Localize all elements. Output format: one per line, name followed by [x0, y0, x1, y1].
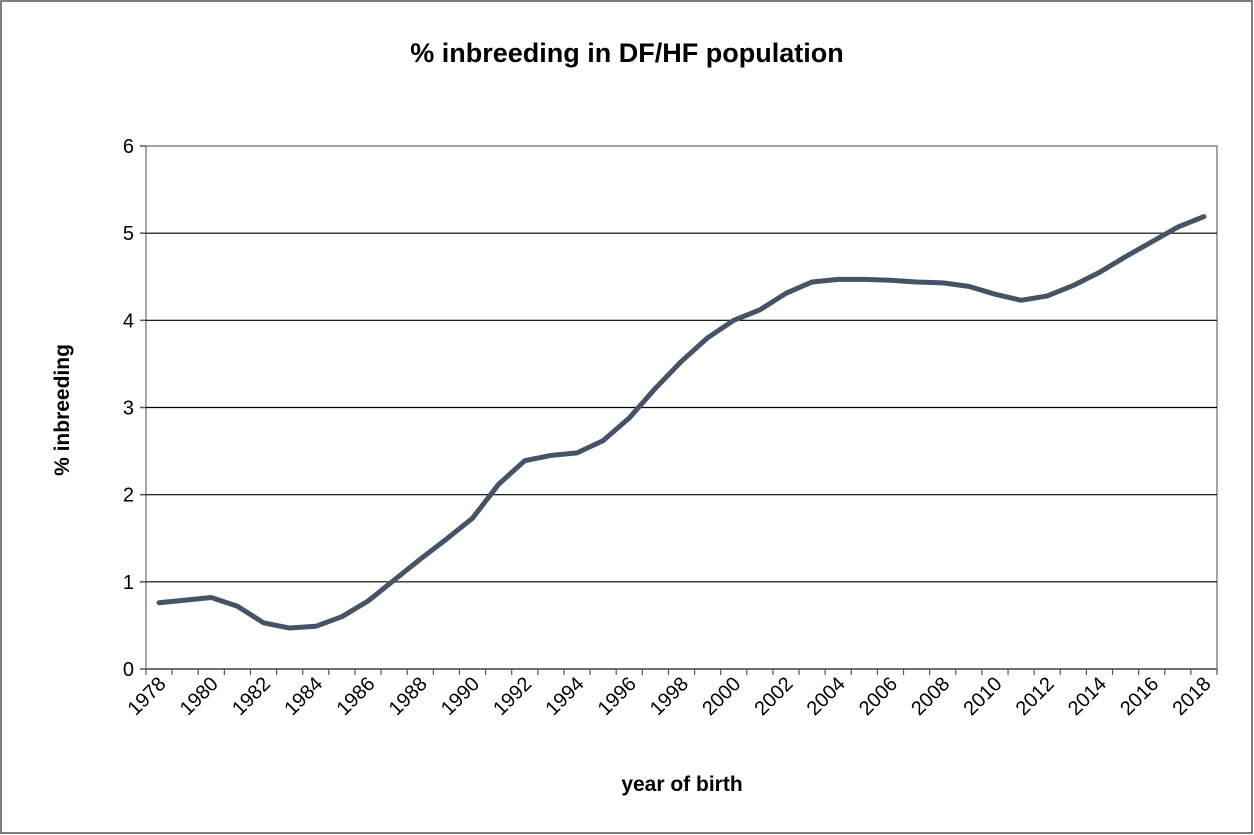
y-tick-label: 5: [123, 223, 134, 245]
data-line: [156, 214, 1207, 631]
y-tick-label: 1: [123, 572, 134, 594]
x-axis-label: year of birth: [621, 773, 742, 796]
chart-title: % inbreeding in DF/HF population: [410, 38, 843, 68]
y-tick-label: 0: [123, 659, 134, 681]
y-tick-label: 2: [123, 485, 134, 507]
y-axis-label: % inbreeding: [51, 344, 74, 476]
y-tick-label: 4: [123, 310, 134, 332]
y-tick-label: 6: [123, 136, 134, 158]
y-tick-label: 3: [123, 398, 134, 420]
